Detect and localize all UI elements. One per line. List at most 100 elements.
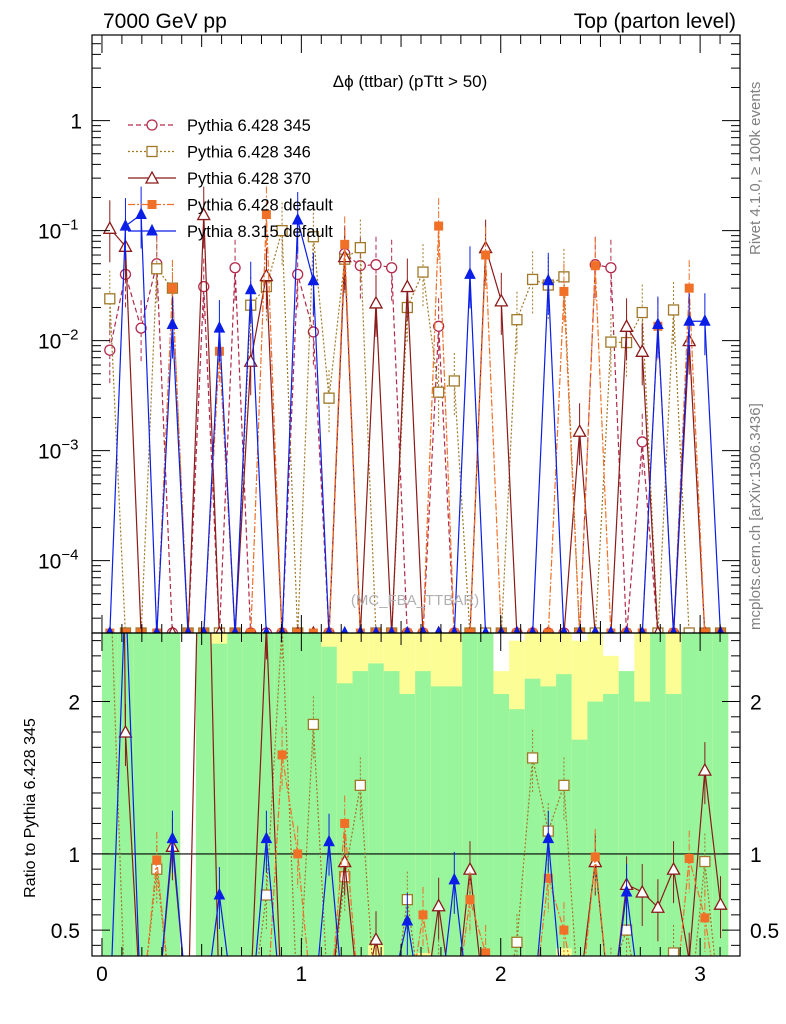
ratio-point [323,834,335,847]
main-point [340,239,350,249]
ratio-ytick-label-right: 0.5 [750,920,779,943]
ratio-point [431,898,446,912]
main-line [109,230,690,633]
band-green [305,633,322,956]
rivet-label: Rivet 4.1.0, ≥ 100k events [747,82,764,255]
ratio-point [650,899,665,913]
main-point [607,625,615,633]
main-point [434,221,444,231]
main-point [356,625,364,633]
main-point [388,625,396,633]
legend-label: Pythia 6.428 346 [187,144,311,162]
ratio-point [713,896,728,910]
ratio-point [387,985,397,995]
main-point [683,314,696,326]
ratio-ytick-label-right: 2 [750,692,762,715]
main-point [448,375,460,387]
ratio-point [418,910,428,920]
main-point [292,268,304,281]
band-green [242,633,259,956]
ratio-point [368,931,384,945]
legend-label: Pythia 6.428 345 [187,117,311,135]
main-point [700,628,710,633]
band-green [133,633,149,956]
ratio-point [293,849,303,859]
legend-marker [144,170,160,184]
main-point [368,295,384,309]
main-point [244,282,257,295]
ratio-point [574,985,586,996]
band-green [399,693,416,956]
legend-label: Pythia 8.315 default [187,223,333,241]
main-point [400,279,415,293]
band-green [117,633,134,956]
xtick-label: 1 [296,963,308,986]
main-point [572,423,587,437]
ratio-point [213,887,226,900]
ratio-point [590,852,600,862]
ratio-point [260,831,273,844]
band-green [650,633,666,956]
main-point [559,286,569,296]
ratio-point [481,948,491,956]
ratio-ytick-label: 2 [68,692,80,715]
legend-marker [146,119,158,131]
main-point [213,320,226,333]
band-green [368,663,384,946]
main-point [278,625,286,633]
ratio-point [697,762,712,776]
main-point [229,262,241,274]
band-green [681,633,698,956]
main-point [511,314,523,326]
main-point [619,318,634,332]
main-point [291,212,304,225]
header-right: Top (parton level) [574,10,736,33]
ratio-point [354,779,367,792]
ratio-point [620,884,633,897]
legend-item: Pythia 6.428 default [128,197,333,215]
ratio-point [401,913,414,926]
main-point [104,344,116,356]
main-point [308,628,318,633]
band-green [383,671,400,956]
ratio-point [166,831,179,844]
band-green [603,693,619,956]
band-green [289,633,306,956]
band-green [430,686,447,956]
ratio-point [542,831,555,844]
main-point [636,306,648,319]
main-point [667,304,680,316]
legend-label: Pythia 6.428 default [187,197,333,215]
main-point [136,628,146,633]
main-point [325,625,333,633]
legend-item: Pythia 6.428 346 [128,144,311,162]
main-point [259,268,274,282]
main-point [372,625,380,633]
legend-item: Pythia 6.428 345 [128,117,311,135]
ratio-point [684,853,694,863]
ratio-point [277,750,287,760]
ratio-series [146,726,712,956]
main-point [102,220,117,234]
main-point [590,261,600,271]
main-point [120,628,130,633]
main-point [543,628,553,633]
main-point [560,625,568,633]
ratio-point [120,581,130,591]
ratio-point [434,963,444,973]
main-ytick-label: 10−1 [38,217,78,244]
ratio-panel-frame [91,632,741,957]
main-point [482,625,490,633]
main-point [635,343,650,357]
ratio-point [245,985,257,996]
legend-item: Pythia 8.315 default [128,223,333,241]
main-panel-series [102,186,727,633]
ratio-point [558,779,570,792]
main-point [591,625,599,633]
main-point [497,625,505,633]
main-point [307,273,320,286]
main-point [576,625,584,633]
main-series [102,186,725,633]
main-point [293,628,303,633]
main-point [464,267,476,279]
